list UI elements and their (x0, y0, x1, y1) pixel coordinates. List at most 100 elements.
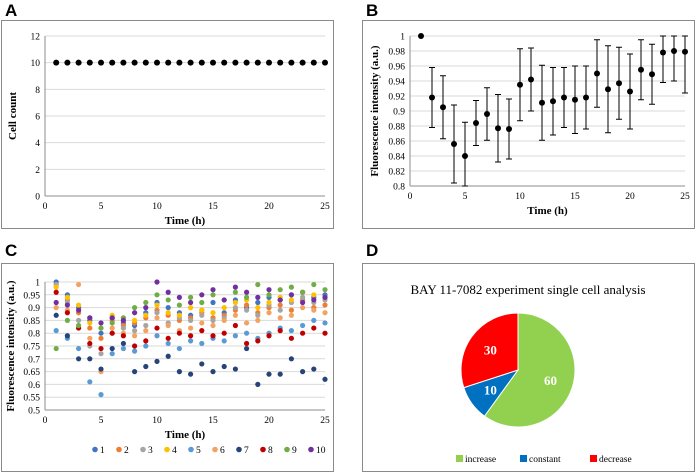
panel-b-data-point (583, 94, 589, 101)
panel-c-series-10-point (64, 302, 70, 308)
panel-b-y-tick-label: 0.88 (388, 123, 405, 133)
panel-c-series-7-point (300, 369, 306, 375)
panel-c-series-6-point (322, 310, 328, 316)
panel-b-y-tick-label: 0.8 (393, 183, 405, 193)
panel-c-series-3-point (143, 322, 149, 329)
panel-d-legend-swatch-constant (520, 455, 527, 462)
panel-c-series-1-point (98, 330, 104, 336)
panel-c-series-7-point (176, 369, 182, 375)
panel-c-series-9-point (288, 284, 294, 290)
panel-c-series-5-point (199, 340, 205, 347)
panel-c-series-10-point (199, 292, 205, 298)
panel-a-data-point (187, 59, 194, 66)
panel-b-data-point (506, 126, 512, 132)
panel-c-series-8-point (176, 330, 182, 336)
panel-c-series-6-point (143, 328, 149, 334)
panel-c-series-9-point (277, 287, 283, 293)
panel-a-x-tick-label: 20 (264, 202, 274, 212)
panel-c-series-3-point (120, 325, 126, 331)
panel-c-series-9-point (210, 292, 216, 298)
panel-b-y-tick-label: 0.86 (388, 138, 405, 148)
panel-b-data-point (671, 48, 677, 54)
panel-b-y-tick-label: 0.92 (388, 93, 405, 103)
panel-d-legend-label-constant: constant (529, 455, 561, 465)
panel-a-data-point (288, 59, 295, 66)
panel-c-series-10-point (266, 287, 272, 293)
panel-c-series-9-point (76, 322, 82, 329)
panel-c-legend-label-1: 1 (100, 446, 105, 456)
panel-c-series-5-point (232, 333, 238, 339)
panel-b-data-point (660, 49, 666, 56)
panel-c-series-5-point (98, 392, 104, 398)
panel-a-y-tick-label: 10 (31, 59, 41, 69)
panel-c-series-4-point (266, 299, 272, 306)
panel-c-series-6-point (277, 315, 283, 321)
panel-c-x-tick-label: 20 (264, 416, 274, 426)
panel-c-series-7-point (221, 363, 227, 370)
panel-label-c: C (5, 241, 18, 260)
panel-c-series-10-point (188, 299, 194, 306)
panel-c-series-7-point (311, 366, 317, 372)
panel-c-series-10-point (76, 307, 82, 313)
panel-b-data-point (451, 141, 457, 147)
panel-c-series-2-point (87, 325, 93, 331)
panel-c-series-4-point (132, 317, 138, 323)
panel-c-series-9-point (322, 287, 328, 293)
panel-c-series-5-point (109, 351, 115, 357)
panel-b-data-point (682, 48, 688, 55)
panel-c-series-9-point (143, 299, 149, 306)
panel-c-legend-marker-8 (260, 446, 266, 453)
panel-c-series-9-point (199, 299, 205, 306)
panel-a-x-tick-label: 25 (320, 202, 330, 212)
panel-c-series-10-point (98, 320, 104, 326)
panel-c-series-2-point (277, 302, 283, 308)
panel-c-series-8-point (300, 330, 306, 336)
panel-c-series-8-point (165, 335, 171, 341)
panel-a-data-point (221, 59, 228, 66)
panel-c-series-8-point (255, 338, 261, 344)
panel-a-data-point (120, 59, 127, 66)
panel-c-legend-label-8: 8 (268, 446, 273, 456)
panel-c-series-8-point (199, 328, 205, 334)
panel-d-legend-label-decrease: decrease (599, 455, 632, 465)
panel-a-data-point (243, 59, 250, 66)
panel-b-y-axis-title: Fluorescence intensity (a.u.) (369, 45, 381, 177)
panel-c-series-7-point (288, 356, 294, 362)
panel-c-series-2-point (244, 302, 250, 308)
panel-c-legend-marker-5 (188, 446, 194, 453)
panel-c-series-6-point (244, 320, 250, 326)
panel-c-series-4-point (188, 305, 194, 311)
panel-b-data-point (473, 120, 479, 126)
panel-c-series-3-point (132, 328, 138, 334)
panel-b-data-point (418, 33, 424, 39)
panel-a-x-tick-label: 15 (208, 202, 218, 212)
panel-c-series-7-point (109, 345, 115, 352)
panel-c-series-6-point (87, 335, 93, 341)
panel-c-series-7-point (244, 345, 250, 352)
panel-c-series-3-point (277, 307, 283, 313)
panel-c-x-tick-label: 5 (99, 416, 104, 426)
panel-b-data-point (528, 76, 534, 83)
panel-b-y-tick-label: 1 (400, 33, 405, 43)
panel-c-y-tick-label: 0.75 (23, 343, 40, 353)
panel-c-series-10-point (132, 310, 138, 316)
panel-b-y-tick-label: 0.96 (388, 63, 405, 73)
panel-c-y-tick-label: 0.65 (23, 368, 40, 378)
panel-c-legend-label-2: 2 (124, 446, 129, 456)
panel-b-data-point (462, 153, 468, 159)
panel-c-series-8-point (221, 330, 227, 336)
panel-b-y-tick-label: 0.84 (388, 153, 405, 163)
panel-c-series-6-point (232, 312, 238, 318)
panel-c-series-4-point (53, 284, 59, 290)
panel-a-data-point (131, 59, 138, 66)
panel-c-x-tick-label: 10 (152, 416, 162, 426)
panel-b-data-point (649, 71, 655, 78)
panel-a-data-point (109, 59, 116, 66)
panel-a-data-point (198, 59, 205, 66)
panel-c-series-9-point (232, 289, 238, 295)
panel-c-series-10-point (311, 297, 317, 303)
panel-c-y-tick-label: 0.7 (28, 355, 40, 365)
panel-c-legend-label-7: 7 (244, 446, 249, 456)
panel-a-data-point (142, 59, 149, 66)
panel-b-data-point (561, 94, 567, 101)
